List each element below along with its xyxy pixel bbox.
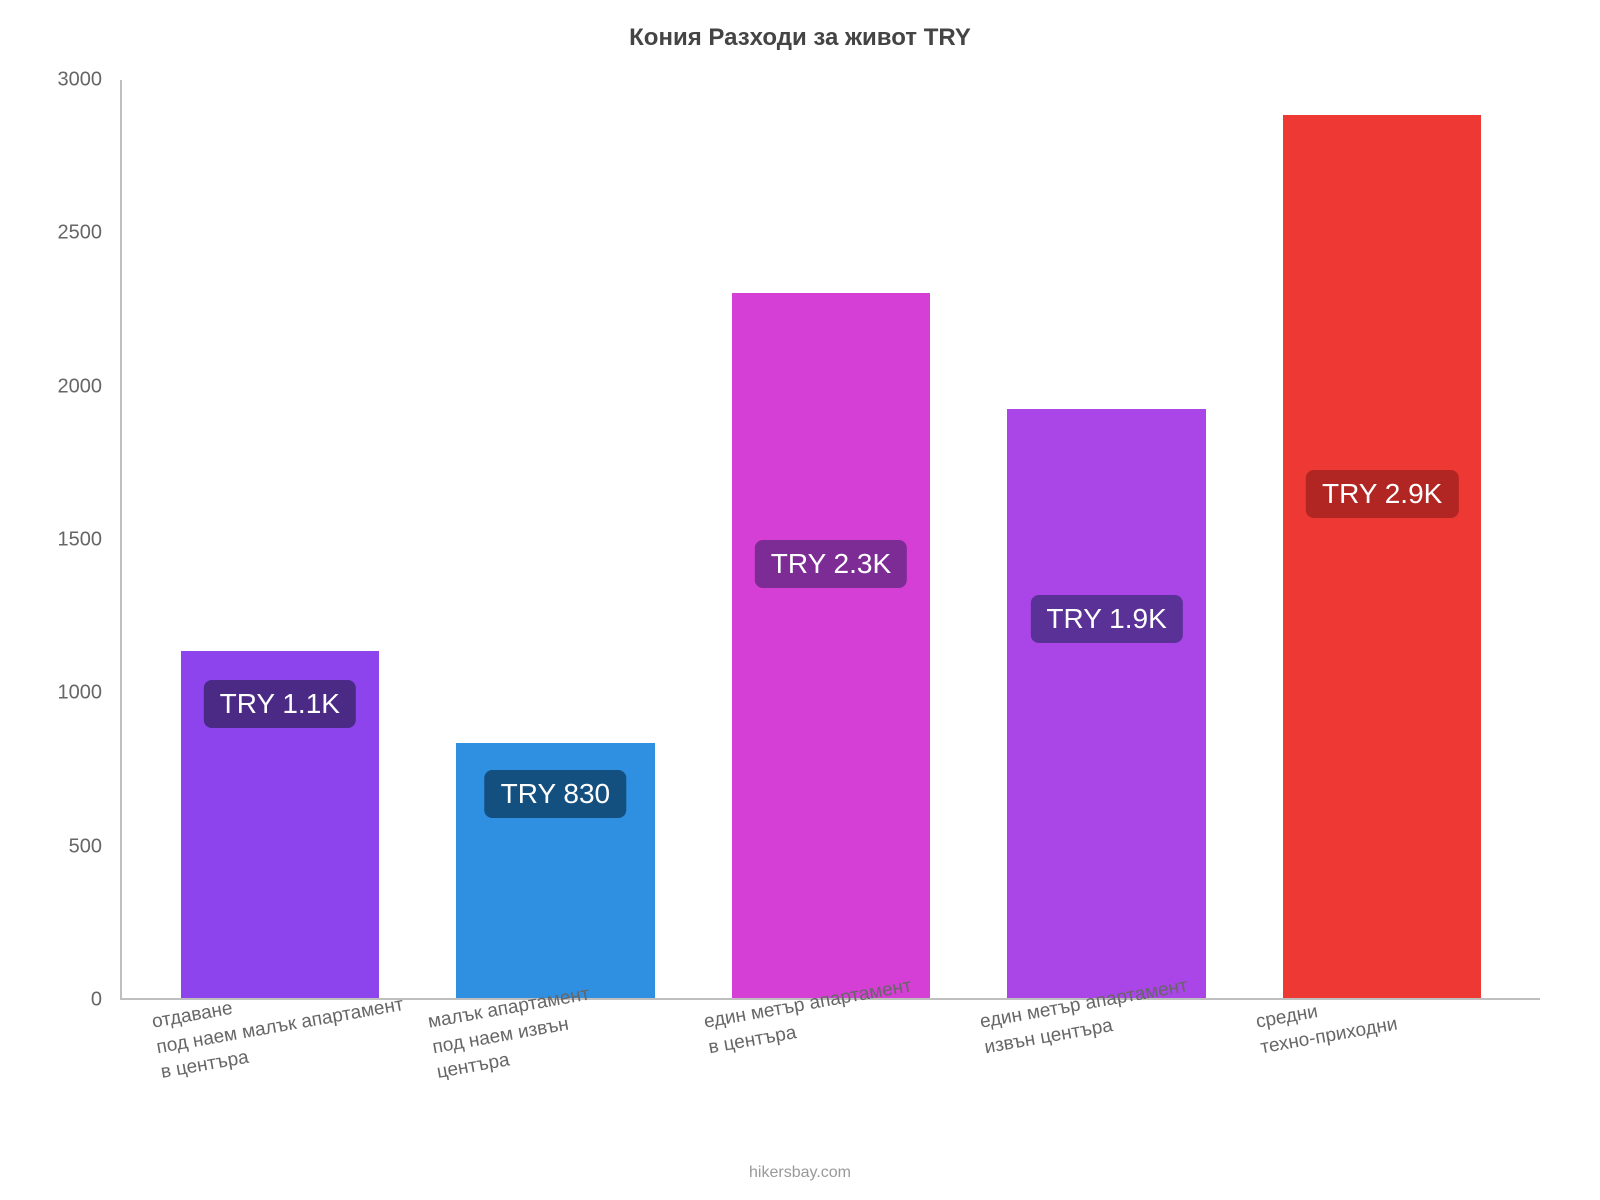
plot-area: TRY 1.1K TRY 830 TRY 2.3K TRY 1.9K TRY 2.9K [120,80,1540,1000]
y-axis-ticks: 050010001500200025003000 [0,80,120,1000]
y-tick-label: 3000 [58,69,103,92]
bar-slot: TRY 830 [418,80,694,998]
bar-slot: TRY 1.9K [969,80,1245,998]
y-tick-label: 2500 [58,222,103,245]
bar-slot: TRY 1.1K [142,80,418,998]
bar-slot: TRY 2.9K [1244,80,1520,998]
y-tick-label: 1500 [58,529,103,552]
bar-value-label: TRY 830 [485,770,626,818]
bar: TRY 830 [456,743,654,998]
y-tick-label: 500 [69,835,102,858]
bar-value-label: TRY 2.3K [755,540,907,588]
bars-row: TRY 1.1K TRY 830 TRY 2.3K TRY 1.9K TRY 2.9K [122,80,1540,998]
y-tick-label: 0 [91,989,102,1012]
bar-slot: TRY 2.3K [693,80,969,998]
chart-title: Кония Разходи за живот TRY [0,24,1600,52]
bar: TRY 2.9K [1283,115,1481,998]
bar: TRY 1.1K [181,651,379,998]
y-tick-label: 2000 [58,375,103,398]
chart-footer: hikersbay.com [0,1164,1600,1182]
y-tick-label: 1000 [58,682,103,705]
bar-value-label: TRY 1.9K [1030,595,1182,643]
bar-value-label: TRY 2.9K [1306,470,1458,518]
bar: TRY 2.3K [732,293,930,998]
bar: TRY 1.9K [1007,409,1205,998]
bar-value-label: TRY 1.1K [204,680,356,728]
chart-container: Кония Разходи за живот TRY 0 500 1000 1500 2… [0,0,1600,1200]
